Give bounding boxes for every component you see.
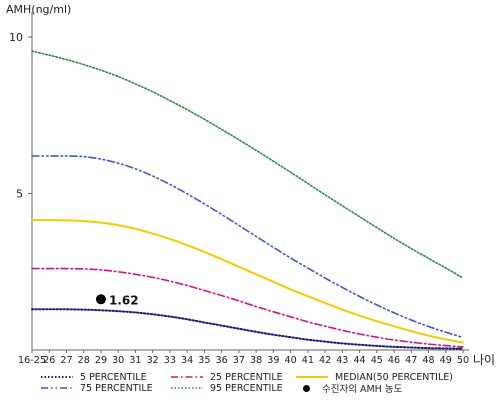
legend-swatch — [296, 376, 328, 378]
x-tick-label: 28 — [78, 355, 90, 366]
x-tick-label: 31 — [129, 355, 141, 366]
chart-markers: 1.62 — [95, 293, 139, 307]
chart-axes — [31, 12, 469, 351]
legend-swatch — [41, 387, 73, 389]
series-line-median-50-percentile — [31, 219, 464, 344]
series-line-95-percentile — [31, 50, 464, 279]
legend-item: 75 PERCENTILE — [40, 382, 153, 394]
legend-swatch — [41, 376, 73, 378]
x-tick-label: 40 — [284, 355, 296, 366]
series-line-25-percentile — [31, 267, 464, 348]
x-tick-label: 47 — [405, 355, 417, 366]
x-tick-label: 33 — [164, 355, 176, 366]
legend-item: MEDIAN(50 PERCENTILE) — [295, 371, 453, 383]
legend-swatch — [171, 376, 203, 378]
series-line-5-percentile — [31, 308, 464, 350]
x-tick-label: 39 — [267, 355, 279, 366]
legend-label: 95 PERCENTILE — [210, 382, 283, 394]
x-tick-label: 32 — [147, 355, 159, 366]
legend-item: 95 PERCENTILE — [170, 382, 283, 394]
x-axis-title: 나이 — [473, 353, 495, 367]
x-tick-label: 43 — [336, 355, 348, 366]
chart-legend: 5 PERCENTILE 25 PERCENTILE MEDIAN(50 PERCE… — [40, 371, 500, 399]
legend-label: 수진자의 AMH 농도 — [322, 384, 403, 395]
legend-label: 75 PERCENTILE — [80, 382, 153, 394]
x-tick-label: 49 — [440, 355, 452, 366]
legend-item: 5 PERCENTILE — [40, 371, 147, 383]
x-tick-label: 27 — [60, 355, 72, 366]
x-tick-label: 30 — [112, 355, 124, 366]
x-tick-label: 34 — [181, 355, 193, 366]
y-tick-label: 5 — [16, 188, 23, 201]
x-tick-label: 44 — [353, 355, 365, 366]
y-axis-title: AMH(ng/ml) — [6, 3, 72, 16]
x-tick-label: 37 — [233, 355, 245, 366]
legend-dot-icon — [303, 384, 310, 392]
x-tick-label: 38 — [250, 355, 262, 366]
x-tick-label: 29 — [95, 355, 107, 366]
legend-label: 5 PERCENTILE — [80, 371, 147, 383]
x-tick-label: 45 — [371, 355, 383, 366]
x-tick-label: 36 — [216, 355, 228, 366]
x-tick-label: 16-25 — [18, 355, 46, 366]
x-tick-label: 46 — [388, 355, 400, 366]
patient-amh-label: 1.62 — [109, 293, 139, 307]
legend-item-patient: 수진자의 AMH 농도 — [295, 382, 403, 395]
y-tick-label: 10 — [9, 31, 23, 44]
x-tick-label: 48 — [422, 355, 434, 366]
x-tick-label: 26 — [43, 355, 55, 366]
legend-item: 25 PERCENTILE — [170, 371, 283, 383]
patient-amh-point — [95, 294, 106, 305]
legend-label: MEDIAN(50 PERCENTILE) — [335, 371, 453, 383]
x-tick-label: 50 — [457, 355, 469, 366]
legend-label: 25 PERCENTILE — [210, 371, 283, 383]
chart-series-lines — [31, 50, 464, 350]
x-tick-label: 42 — [319, 355, 331, 366]
x-tick-label: 41 — [302, 355, 314, 366]
x-tick-label: 35 — [198, 355, 210, 366]
legend-swatch — [171, 387, 203, 389]
series-line-75-percentile — [31, 155, 464, 339]
